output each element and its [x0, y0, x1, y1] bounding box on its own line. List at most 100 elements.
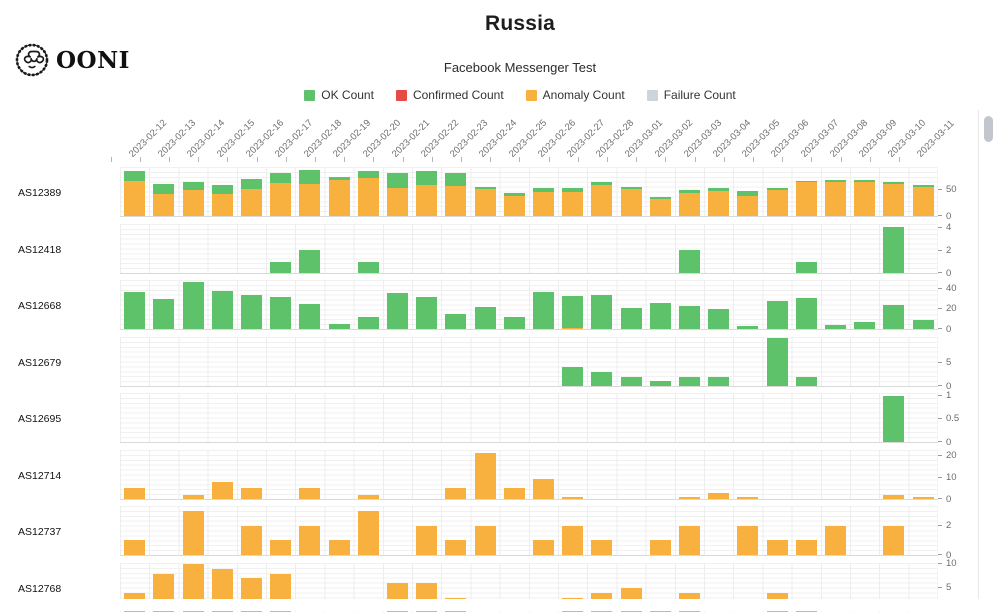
bar-anomaly-AS12389-2023-02-19[interactable] — [328, 179, 350, 216]
bar-anomaly-AS12389-2023-02-13[interactable] — [153, 193, 175, 216]
bar-anomaly-AS12737-2023-02-17[interactable] — [270, 540, 292, 555]
bar-anomaly-AS12714-2023-02-18[interactable] — [299, 488, 321, 499]
bar-anomaly-AS12714-2023-02-14[interactable] — [182, 494, 204, 499]
bar-anomaly-AS12714-2023-03-11[interactable] — [912, 496, 934, 499]
bar-anomaly-AS12714-2023-02-12[interactable] — [124, 488, 146, 499]
bar-anomaly-AS12714-2023-02-16[interactable] — [240, 488, 262, 499]
bar-anomaly-AS12714-2023-02-27[interactable] — [562, 496, 584, 499]
bar-ok-AS12668-2023-02-22[interactable] — [416, 297, 438, 329]
bar-ok-AS12668-2023-03-11[interactable] — [912, 319, 934, 329]
bar-ok-AS12695-2023-03-10[interactable] — [883, 395, 905, 442]
bar-ok-AS12668-2023-02-28[interactable] — [591, 295, 613, 329]
bar-anomaly-AS12389-2023-03-10[interactable] — [883, 184, 905, 216]
bar-anomaly-AS12389-2023-02-27[interactable] — [562, 192, 584, 216]
bar-ok-AS12389-2023-02-27[interactable] — [562, 187, 584, 192]
bar-ok-AS12389-2023-03-07[interactable] — [795, 180, 817, 183]
bar-ok-AS12679-2023-03-03[interactable] — [678, 376, 700, 386]
bar-ok-AS12389-2023-03-08[interactable] — [824, 180, 846, 182]
bar-ok-AS12389-2023-02-13[interactable] — [153, 184, 175, 194]
bar-ok-AS12668-2023-02-18[interactable] — [299, 303, 321, 329]
bar-ok-AS12418-2023-03-07[interactable] — [795, 261, 817, 273]
bar-ok-AS12668-2023-02-19[interactable] — [328, 323, 350, 329]
bar-ok-AS12668-2023-02-21[interactable] — [386, 293, 408, 329]
bar-ok-AS12668-2023-02-16[interactable] — [240, 295, 262, 329]
bar-ok-AS12389-2023-02-24[interactable] — [474, 187, 496, 190]
bar-ok-AS12389-2023-02-19[interactable] — [328, 176, 350, 180]
bar-anomaly-AS12389-2023-03-09[interactable] — [854, 181, 876, 216]
bar-ok-AS12679-2023-03-02[interactable] — [649, 381, 671, 386]
bar-anomaly-AS12737-2023-02-23[interactable] — [445, 540, 467, 555]
bar-anomaly-AS12389-2023-02-18[interactable] — [299, 184, 321, 216]
bar-anomaly-AS12737-2023-02-16[interactable] — [240, 525, 262, 555]
bar-ok-AS12389-2023-03-01[interactable] — [620, 186, 642, 190]
bar-anomaly-AS12714-2023-03-04[interactable] — [708, 492, 730, 499]
bar-anomaly-AS12389-2023-03-07[interactable] — [795, 182, 817, 216]
bar-anomaly-AS12389-2023-02-26[interactable] — [532, 192, 554, 216]
bar-ok-AS12389-2023-02-21[interactable] — [386, 173, 408, 189]
bar-ok-AS12679-2023-03-07[interactable] — [795, 376, 817, 386]
bar-ok-AS12668-2023-02-13[interactable] — [153, 299, 175, 329]
bar-ok-AS12389-2023-02-25[interactable] — [503, 193, 525, 196]
bar-ok-AS12668-2023-03-07[interactable] — [795, 298, 817, 329]
bar-anomaly-AS12389-2023-02-24[interactable] — [474, 189, 496, 216]
bar-ok-AS12668-2023-03-10[interactable] — [883, 304, 905, 329]
bar-ok-AS12389-2023-02-20[interactable] — [357, 171, 379, 178]
bar-ok-AS12389-2023-02-28[interactable] — [591, 181, 613, 185]
bar-ok-AS12389-2023-02-16[interactable] — [240, 179, 262, 190]
bar-ok-AS12668-2023-02-23[interactable] — [445, 313, 467, 329]
bar-anomaly-AS12737-2023-02-28[interactable] — [591, 540, 613, 555]
bar-ok-AS12668-2023-03-02[interactable] — [649, 302, 671, 329]
bar-anomaly-AS12389-2023-02-17[interactable] — [270, 183, 292, 216]
bar-ok-AS12389-2023-03-03[interactable] — [678, 190, 700, 194]
bar-anomaly-AS12389-2023-02-14[interactable] — [182, 189, 204, 216]
bar-ok-AS12389-2023-03-04[interactable] — [708, 188, 730, 191]
bar-anomaly-AS12714-2023-02-24[interactable] — [474, 453, 496, 499]
bar-ok-AS12679-2023-03-01[interactable] — [620, 376, 642, 386]
bar-anomaly-AS12714-2023-02-20[interactable] — [357, 494, 379, 499]
bar-anomaly-AS12714-2023-03-05[interactable] — [737, 496, 759, 499]
bar-ok-AS12668-2023-03-09[interactable] — [854, 321, 876, 329]
bar-anomaly-AS12389-2023-03-06[interactable] — [766, 189, 788, 216]
bar-anomaly-AS12389-2023-02-12[interactable] — [124, 181, 146, 216]
bar-ok-AS12418-2023-02-20[interactable] — [357, 261, 379, 273]
bar-ok-AS12668-2023-03-03[interactable] — [678, 305, 700, 329]
bar-ok-AS12668-2023-02-27[interactable] — [562, 296, 584, 328]
bar-anomaly-AS12737-2023-02-24[interactable] — [474, 525, 496, 555]
bar-ok-AS12679-2023-02-27[interactable] — [562, 367, 584, 386]
bar-anomaly-AS12737-2023-03-05[interactable] — [737, 525, 759, 555]
bar-anomaly-AS12389-2023-02-20[interactable] — [357, 177, 379, 216]
bar-anomaly-AS12737-2023-03-03[interactable] — [678, 525, 700, 555]
bar-anomaly-AS12737-2023-02-22[interactable] — [416, 525, 438, 555]
bar-anomaly-AS12737-2023-03-07[interactable] — [795, 540, 817, 555]
bar-ok-AS12389-2023-03-11[interactable] — [912, 184, 934, 187]
bar-ok-AS12389-2023-02-18[interactable] — [299, 170, 321, 184]
bar-ok-AS12668-2023-02-26[interactable] — [532, 292, 554, 329]
bar-anomaly-AS12737-2023-03-06[interactable] — [766, 540, 788, 555]
bar-ok-AS12668-2023-03-08[interactable] — [824, 324, 846, 329]
bar-anomaly-AS12389-2023-03-11[interactable] — [912, 186, 934, 216]
bar-anomaly-AS12737-2023-02-12[interactable] — [124, 540, 146, 555]
bar-ok-AS12679-2023-03-04[interactable] — [708, 376, 730, 386]
bar-anomaly-AS12737-2023-02-14[interactable] — [182, 511, 204, 555]
bar-ok-AS12389-2023-02-26[interactable] — [532, 187, 554, 192]
bar-ok-AS12389-2023-02-12[interactable] — [124, 171, 146, 182]
bar-ok-AS12668-2023-02-24[interactable] — [474, 306, 496, 329]
bar-ok-AS12668-2023-02-15[interactable] — [211, 291, 233, 329]
bar-anomaly-AS12668-2023-02-27[interactable] — [562, 328, 584, 329]
bar-anomaly-AS12389-2023-03-03[interactable] — [678, 193, 700, 216]
bar-anomaly-AS12389-2023-03-04[interactable] — [708, 191, 730, 216]
bar-ok-AS12389-2023-02-15[interactable] — [211, 185, 233, 194]
bar-ok-AS12389-2023-02-23[interactable] — [445, 172, 467, 187]
bar-ok-AS12389-2023-03-06[interactable] — [766, 188, 788, 190]
bar-ok-AS12389-2023-03-05[interactable] — [737, 191, 759, 197]
bar-anomaly-AS12389-2023-02-25[interactable] — [503, 195, 525, 216]
bar-anomaly-AS12737-2023-02-26[interactable] — [532, 540, 554, 555]
bar-ok-AS12418-2023-02-17[interactable] — [270, 261, 292, 273]
bar-ok-AS12679-2023-03-06[interactable] — [766, 338, 788, 386]
bar-ok-AS12389-2023-02-14[interactable] — [182, 182, 204, 190]
bar-ok-AS12668-2023-02-12[interactable] — [124, 292, 146, 329]
bar-ok-AS12668-2023-02-14[interactable] — [182, 282, 204, 329]
bar-ok-AS12668-2023-02-17[interactable] — [270, 297, 292, 329]
bar-ok-AS12389-2023-03-02[interactable] — [649, 196, 671, 199]
bar-anomaly-AS12389-2023-02-16[interactable] — [240, 189, 262, 216]
